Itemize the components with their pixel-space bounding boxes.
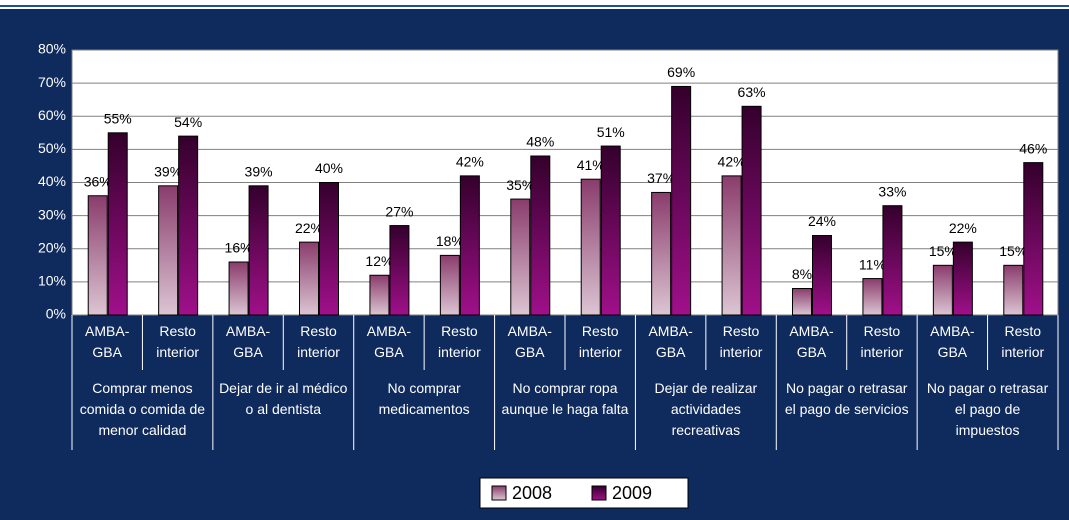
x-tick-label: Resto interior bbox=[437, 323, 481, 360]
group-label: No comprar ropa aunque le haga falta bbox=[501, 380, 629, 417]
value-label: 8% bbox=[792, 266, 812, 282]
bar bbox=[439, 254, 460, 316]
y-tick-label: 70% bbox=[38, 74, 66, 90]
bar bbox=[178, 135, 199, 316]
value-label: 51% bbox=[597, 124, 625, 140]
x-tick-label: AMBA-GBA bbox=[507, 323, 552, 360]
value-label: 39% bbox=[245, 164, 273, 180]
x-tick-label: AMBA-GBA bbox=[648, 323, 693, 360]
bar bbox=[158, 185, 179, 316]
legend-swatch bbox=[591, 485, 607, 501]
bar bbox=[530, 155, 551, 316]
value-label: 41% bbox=[577, 157, 605, 173]
bar bbox=[510, 198, 531, 316]
group-label: Dejar de realizar actividades recreativa… bbox=[654, 380, 758, 438]
bar bbox=[862, 278, 883, 316]
bar bbox=[651, 191, 672, 316]
value-label: 69% bbox=[667, 64, 695, 80]
value-label: 36% bbox=[84, 173, 112, 189]
bar bbox=[580, 178, 601, 316]
x-tick-label: Resto interior bbox=[297, 323, 340, 360]
value-label: 48% bbox=[526, 134, 554, 150]
legend-swatch bbox=[491, 485, 507, 501]
bar bbox=[792, 288, 812, 316]
group-label: Dejar de ir al médico o al dentista bbox=[219, 380, 348, 417]
bar bbox=[952, 241, 973, 316]
x-tick-label: AMBA-GBA bbox=[930, 323, 975, 360]
bar bbox=[228, 261, 249, 316]
bar bbox=[248, 185, 269, 316]
bar bbox=[932, 264, 953, 316]
legend-label: 2009 bbox=[612, 483, 652, 503]
bar bbox=[107, 132, 128, 316]
value-label: 42% bbox=[718, 154, 746, 170]
y-tick-label: 60% bbox=[38, 107, 66, 123]
group-label: No pagar o retrasar el pago de impuestos bbox=[926, 380, 1049, 438]
value-label: 35% bbox=[506, 177, 534, 193]
value-label: 55% bbox=[104, 111, 132, 127]
y-tick-label: 10% bbox=[38, 273, 66, 289]
bar bbox=[459, 175, 480, 316]
value-label: 18% bbox=[436, 233, 464, 249]
bar bbox=[600, 145, 621, 316]
group-label: No pagar o retrasar el pago de servicios bbox=[784, 380, 909, 417]
x-tick-label: AMBA-GBA bbox=[225, 323, 271, 360]
bar bbox=[319, 182, 339, 316]
bar bbox=[389, 225, 410, 316]
value-label: 27% bbox=[385, 203, 413, 219]
bar bbox=[369, 274, 390, 316]
value-label: 15% bbox=[999, 243, 1027, 259]
y-tick-label: 50% bbox=[38, 140, 66, 156]
x-tick-label: Resto interior bbox=[156, 323, 200, 360]
value-label: 40% bbox=[315, 160, 343, 176]
value-label: 63% bbox=[738, 84, 766, 100]
bar bbox=[812, 235, 832, 316]
y-tick-label: 0% bbox=[46, 306, 66, 322]
legend-label: 2008 bbox=[512, 483, 552, 503]
y-tick-label: 40% bbox=[38, 173, 66, 189]
bar bbox=[721, 175, 742, 316]
value-label: 11% bbox=[859, 256, 886, 272]
x-tick-label: AMBA-GBA bbox=[789, 323, 834, 360]
legend-box bbox=[479, 477, 689, 509]
x-tick-label: AMBA-GBA bbox=[366, 323, 412, 360]
x-tick-label: Resto interior bbox=[860, 323, 904, 360]
x-tick-label: Resto interior bbox=[719, 323, 763, 360]
value-label: 42% bbox=[456, 154, 484, 170]
value-label: 33% bbox=[878, 183, 906, 199]
bar bbox=[299, 241, 319, 316]
value-label: 22% bbox=[949, 220, 977, 236]
value-label: 24% bbox=[808, 213, 836, 229]
value-label: 54% bbox=[174, 114, 202, 130]
value-label: 22% bbox=[295, 220, 323, 236]
y-tick-label: 80% bbox=[38, 41, 66, 57]
bar bbox=[741, 105, 762, 316]
bar bbox=[1023, 162, 1044, 316]
bar bbox=[882, 205, 903, 316]
value-label: 39% bbox=[154, 164, 182, 180]
top-strip bbox=[0, 0, 1069, 5]
x-tick-label: AMBA-GBA bbox=[85, 323, 130, 360]
group-label: Comprar menos comida o comida de menor c… bbox=[79, 380, 206, 438]
value-label: 16% bbox=[225, 240, 253, 256]
group-label: No comprar medicamentos bbox=[378, 380, 470, 417]
y-tick-label: 20% bbox=[38, 239, 66, 255]
bar bbox=[87, 195, 108, 316]
bar bbox=[671, 85, 692, 316]
value-label: 37% bbox=[647, 170, 675, 186]
bar bbox=[1003, 264, 1024, 316]
value-label: 12% bbox=[365, 253, 393, 269]
y-tick-label: 30% bbox=[38, 206, 66, 222]
value-label: 46% bbox=[1019, 140, 1047, 156]
value-label: 15% bbox=[929, 243, 957, 259]
x-tick-label: Resto interior bbox=[578, 323, 622, 360]
x-tick-label: Resto interior bbox=[1001, 323, 1045, 360]
